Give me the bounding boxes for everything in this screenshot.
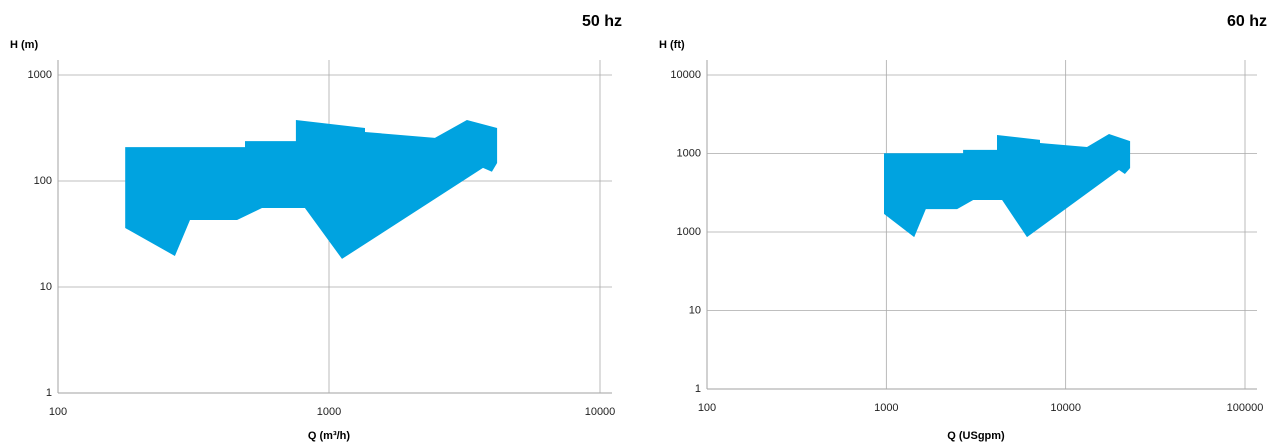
y-tick-label: 10000 <box>670 69 701 81</box>
x-tick-label: 1000 <box>317 406 341 418</box>
y-tick-label: 1000 <box>28 69 52 81</box>
y-axis-label: H (m) <box>10 39 38 51</box>
x-axis-label: Q (m³/h) <box>308 430 350 442</box>
y-tick-label: 10 <box>40 281 52 293</box>
x-tick-label: 100 <box>698 402 716 414</box>
y-tick-label: 1000 <box>677 226 701 238</box>
x-axis-label: Q (USgpm) <box>947 430 1005 442</box>
x-tick-label: 1000 <box>874 402 898 414</box>
operating-range <box>884 134 1131 238</box>
x-tick-label: 100 <box>49 406 67 418</box>
x-tick-label: 100000 <box>1227 402 1264 414</box>
x-tick-label: 10000 <box>1050 402 1081 414</box>
operating-range <box>125 120 498 259</box>
chart-title: 60 hz <box>1227 13 1267 30</box>
y-axis-label: H (ft) <box>659 39 685 51</box>
y-tick-label: 10 <box>689 304 701 316</box>
y-tick-label: 1 <box>46 387 52 399</box>
y-tick-label: 1 <box>695 383 701 395</box>
chart-title: 50 hz <box>582 13 622 30</box>
y-tick-label: 100 <box>34 175 52 187</box>
y-tick-label: 1000 <box>677 147 701 159</box>
x-tick-label: 10000 <box>585 406 616 418</box>
